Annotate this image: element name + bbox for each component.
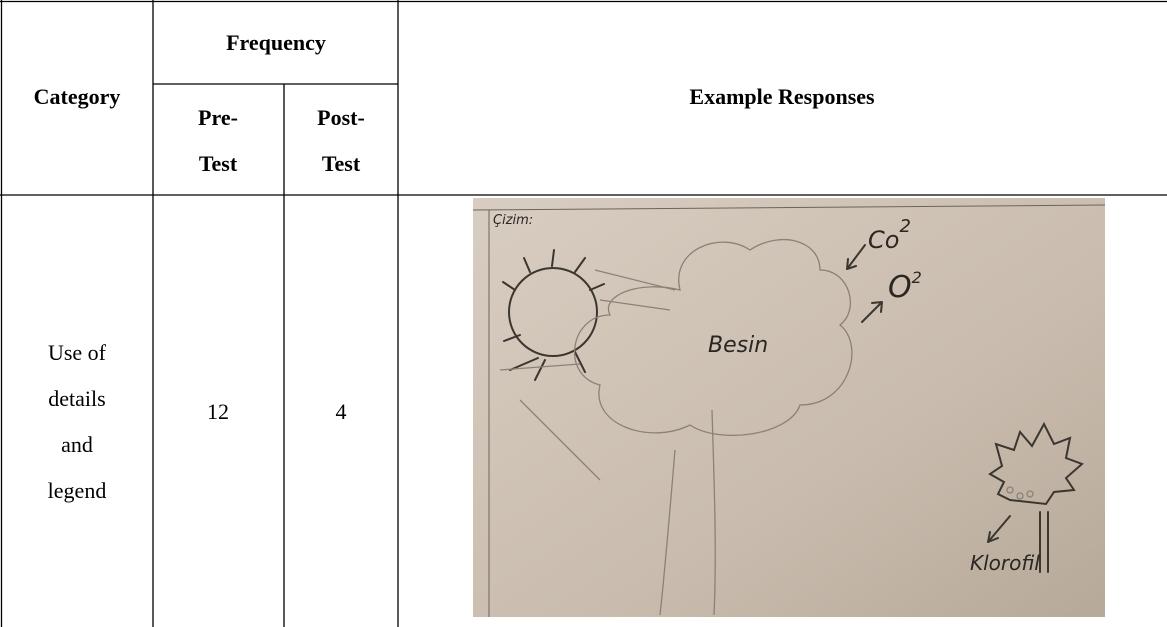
row-pre: 12	[207, 399, 229, 424]
dot	[1016, 492, 1024, 500]
header-pre: Pre-	[198, 105, 238, 130]
image-label: Co2	[868, 216, 911, 254]
header-category: Category	[34, 84, 121, 109]
image-label: Co	[868, 226, 899, 254]
row-category: legend	[48, 478, 107, 503]
frame-line	[472, 204, 1106, 211]
leaf-stem	[1039, 511, 1049, 573]
image-label: 2	[899, 216, 910, 237]
tree-trunk	[659, 409, 716, 616]
dot	[1026, 490, 1034, 498]
tree-crown	[573, 238, 853, 437]
sun-rays	[502, 249, 605, 381]
arrow	[987, 515, 1011, 543]
image-label: 2	[912, 268, 922, 287]
row-category: details	[48, 386, 105, 411]
leaf	[988, 421, 1084, 506]
sun	[508, 267, 598, 357]
image-label: O	[888, 270, 912, 305]
header-frequency: Frequency	[226, 30, 326, 55]
row-category: Use of	[48, 340, 107, 365]
row-post: 4	[336, 399, 347, 424]
header-pre: Test	[199, 151, 238, 176]
example-image: Çizim: Besin Co2 O2 Klorofil	[472, 198, 1106, 617]
dot	[1006, 486, 1014, 494]
arrow	[846, 244, 866, 270]
image-label: Klorofil	[970, 551, 1040, 575]
arrow	[861, 301, 883, 323]
image-caption: Çizim:	[493, 213, 533, 228]
image-label: O2	[888, 268, 922, 305]
header-post: Post-	[317, 105, 365, 130]
row-category: and	[61, 432, 93, 457]
header-examples: Example Responses	[689, 84, 875, 109]
image-label: Besin	[708, 333, 768, 358]
header-post: Test	[322, 151, 361, 176]
rays-long	[499, 269, 676, 481]
